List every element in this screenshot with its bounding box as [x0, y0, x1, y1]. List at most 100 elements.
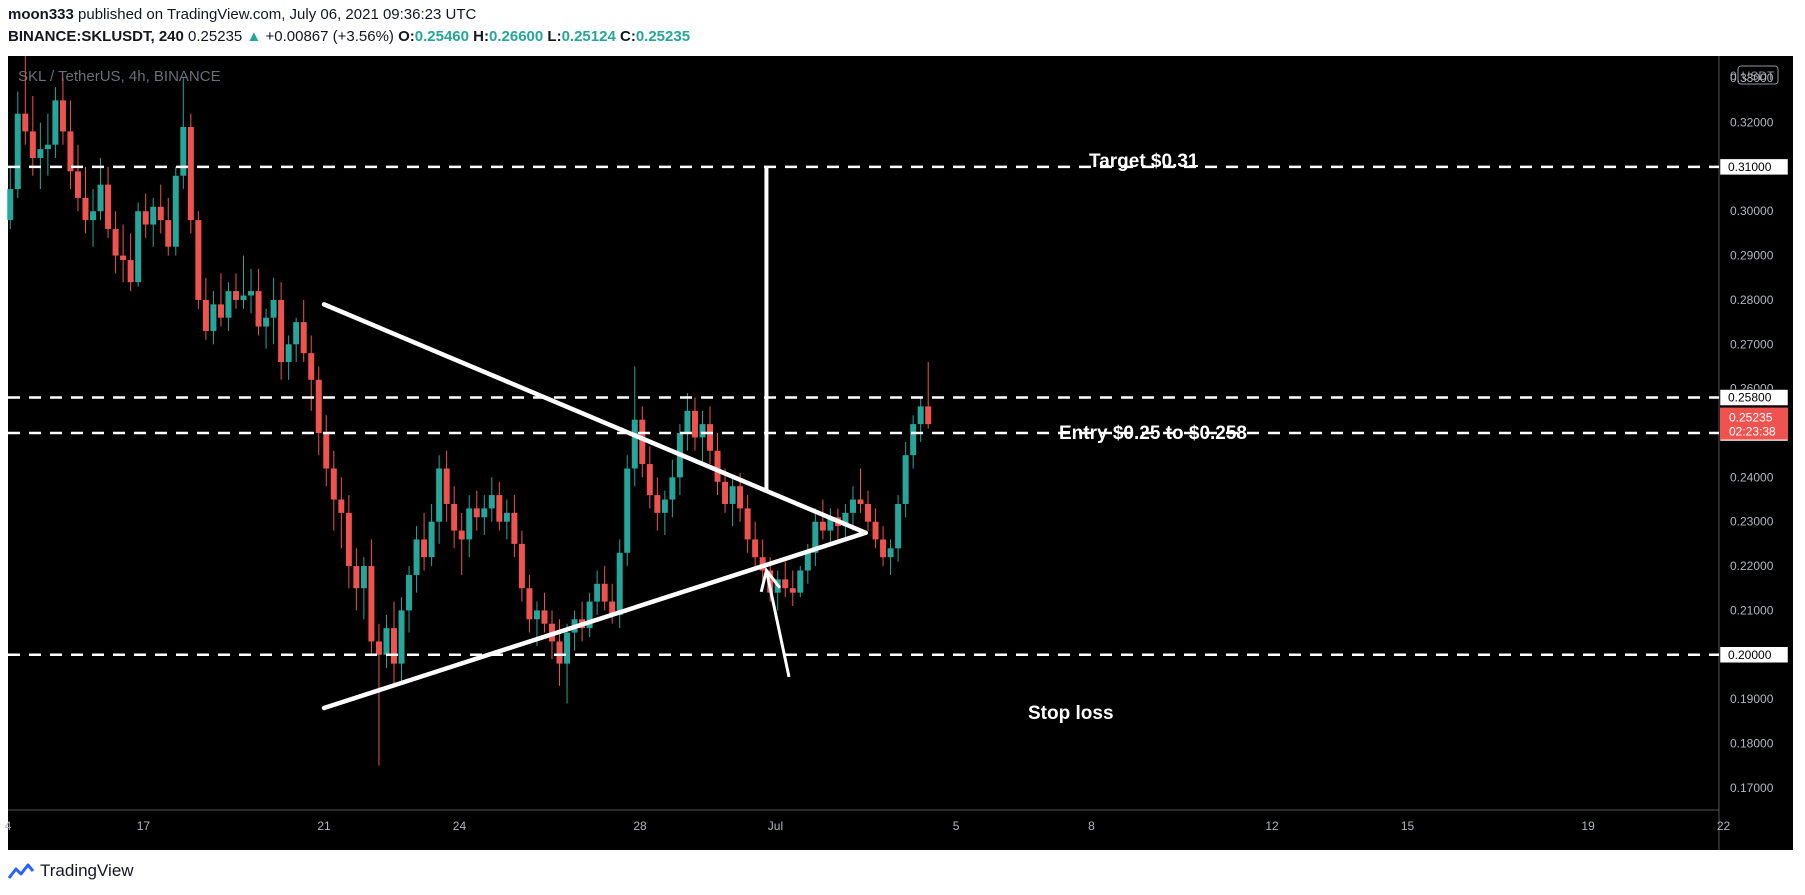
candle-body [293, 322, 300, 345]
candle-body [639, 419, 646, 465]
currency-badge[interactable]: 0 USDT [1730, 65, 1779, 85]
candle [278, 282, 285, 380]
candle [601, 566, 608, 611]
x-tick-label: 17 [137, 819, 151, 833]
currency-label: USDT [1742, 69, 1775, 83]
candle-body [150, 206, 157, 225]
candle-body [195, 220, 202, 300]
candle-body [74, 171, 81, 198]
candle-body [14, 113, 21, 190]
drawings[interactable] [8, 165, 1719, 711]
annotation-labels: Target $0.31 Entry $0.25 to $0.258 Stop … [1028, 151, 1247, 724]
candle-body [270, 299, 277, 318]
candle [789, 570, 796, 606]
candle [217, 273, 224, 327]
candle [503, 499, 510, 540]
brand-name[interactable]: TradingView [40, 861, 134, 880]
candle-body [248, 291, 255, 296]
candle-body [616, 552, 623, 615]
candle [150, 197, 157, 247]
candle-body [225, 291, 232, 318]
pane-symbol-title: SKL / TetherUS, 4h, BINANCE [18, 68, 221, 85]
candle [180, 78, 187, 190]
candle-body [503, 512, 510, 522]
candle [541, 592, 548, 633]
candle [383, 614, 390, 669]
candle-body [699, 424, 706, 438]
low-value: 0.25124 [561, 28, 616, 45]
candle-body [451, 503, 458, 531]
x-tick-label: Jul [768, 819, 783, 833]
candle [165, 197, 172, 256]
level-tag-text: 0.20000 [1728, 648, 1772, 662]
candle [263, 308, 270, 349]
candle [29, 95, 36, 176]
candle-body [360, 566, 367, 589]
candle-body [263, 317, 270, 327]
candle [375, 623, 382, 766]
chart-background [8, 56, 1793, 850]
candle-body [97, 184, 104, 212]
x-tick-label: 8 [1088, 819, 1095, 833]
author-name[interactable]: moon333 [8, 6, 74, 23]
y-tick-label: 0.18000 [1730, 736, 1774, 750]
candle-body [594, 583, 601, 602]
candle-body [180, 126, 187, 176]
x-tick-label: 24 [453, 819, 467, 833]
triangle-upper-line[interactable] [321, 302, 869, 536]
candle [518, 530, 525, 602]
candle-body [586, 601, 593, 629]
candle [120, 224, 127, 283]
candle-body [496, 495, 503, 522]
candle-body [375, 641, 382, 655]
candle [714, 433, 721, 496]
candle-body [323, 433, 330, 469]
level-price-tag: 0.31000 [1719, 158, 1789, 176]
candle-body [857, 499, 864, 504]
candle-body [722, 481, 729, 504]
candle-body [112, 228, 119, 256]
candle [443, 450, 450, 522]
candle [797, 566, 804, 598]
candle [293, 317, 300, 363]
y-tick-label: 0.17000 [1730, 781, 1774, 795]
candle [428, 503, 435, 567]
x-tick-label: 22 [1717, 819, 1731, 833]
candle [37, 122, 44, 190]
candle [97, 158, 104, 221]
candle [232, 273, 239, 309]
candle-body [488, 495, 495, 509]
up-triangle-icon: ▲ [246, 28, 262, 45]
candle-body [707, 424, 714, 451]
candle-body [466, 508, 473, 540]
triangle-lower-line[interactable] [321, 530, 869, 711]
candle-body [481, 508, 488, 518]
candle-body [917, 406, 924, 425]
candle [210, 291, 217, 345]
candle-body [819, 521, 826, 531]
candle [451, 486, 458, 549]
candle-body [518, 543, 525, 589]
candle [157, 184, 164, 234]
candle-body [842, 512, 849, 527]
candle [744, 495, 751, 553]
candle [142, 193, 149, 238]
candle-body [631, 419, 638, 469]
candle [496, 481, 503, 531]
candle-body [142, 211, 149, 225]
tradingview-logo-icon[interactable] [8, 862, 34, 880]
candle-body [120, 255, 127, 261]
stop-loss-arrow[interactable] [759, 567, 791, 678]
candle-body [797, 570, 804, 593]
candle-body [443, 468, 450, 504]
price-chart[interactable]: SKL / TetherUS, 4h, BINANCE 0 USDT 0.330… [0, 56, 1805, 856]
close-value: 0.25235 [635, 28, 691, 45]
publish-info: moon333 published on TradingView.com, Ju… [8, 6, 476, 24]
candle [436, 455, 443, 544]
candle [187, 113, 194, 234]
candle-body [52, 100, 59, 145]
candle-body [744, 508, 751, 540]
open-label: O: [398, 28, 415, 45]
candle-body [827, 517, 834, 531]
